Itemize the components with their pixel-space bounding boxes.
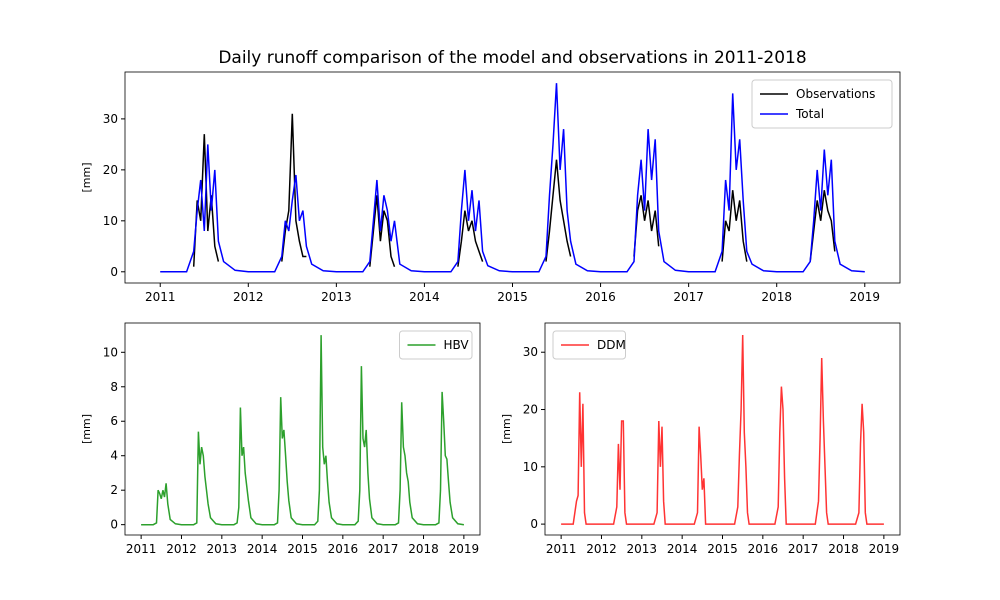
y-axis-label: [mm] — [500, 414, 513, 444]
x-tick-label: 2018 — [761, 290, 792, 304]
legend-label: Observations — [796, 87, 875, 101]
x-tick-label: 2012 — [166, 542, 197, 556]
x-tick-label: 2017 — [788, 542, 819, 556]
legend-label: DDM — [597, 338, 626, 352]
x-tick-label: 2017 — [368, 542, 399, 556]
y-tick-label: 20 — [103, 163, 118, 177]
x-tick-label: 2012 — [233, 290, 264, 304]
y-tick-label: 30 — [103, 112, 118, 126]
y-tick-label: 2 — [110, 483, 118, 497]
legend-box — [751, 79, 893, 129]
legend-box — [399, 330, 473, 360]
series-line — [633, 195, 660, 257]
series-line — [561, 334, 884, 525]
chart-title: Daily runoff comparison of the model and… — [218, 48, 806, 68]
x-tick-label: 2016 — [585, 290, 616, 304]
y-tick-label: 4 — [110, 449, 118, 463]
x-tick-label: 2013 — [321, 290, 352, 304]
x-tick-label: 2019 — [449, 542, 480, 556]
y-tick-label: 8 — [110, 380, 118, 394]
plot-frame — [124, 322, 481, 536]
y-tick-label: 20 — [523, 403, 538, 417]
x-tick-label: 2018 — [408, 542, 439, 556]
y-tick-label: 6 — [110, 414, 118, 428]
x-tick-label: 2011 — [145, 290, 176, 304]
x-tick-label: 2016 — [748, 542, 779, 556]
series-line — [545, 159, 572, 262]
x-tick-label: 2013 — [207, 542, 238, 556]
x-tick-label: 2014 — [667, 542, 698, 556]
series-line — [281, 113, 307, 262]
y-tick-label: 0 — [110, 518, 118, 532]
series-line — [369, 195, 396, 267]
x-tick-label: 2015 — [707, 542, 738, 556]
plot-frame — [544, 322, 901, 536]
y-axis-label: [mm] — [80, 162, 93, 192]
x-tick-label: 2015 — [287, 542, 318, 556]
x-tick-label: 2011 — [126, 542, 157, 556]
series-line — [457, 210, 484, 267]
x-tick-label: 2012 — [586, 542, 617, 556]
legend-label: HBV — [444, 338, 470, 352]
y-tick-label: 0 — [530, 517, 538, 531]
x-tick-label: 2019 — [869, 542, 900, 556]
y-tick-label: 10 — [103, 345, 118, 359]
plot-frame — [124, 71, 901, 284]
x-tick-label: 2014 — [247, 542, 278, 556]
y-tick-label: 0 — [110, 265, 118, 279]
y-tick-label: 30 — [523, 345, 538, 359]
x-tick-label: 2019 — [849, 290, 880, 304]
x-tick-label: 2015 — [497, 290, 528, 304]
y-axis-label: [mm] — [80, 414, 93, 444]
x-tick-label: 2018 — [828, 542, 859, 556]
x-tick-label: 2016 — [328, 542, 359, 556]
x-tick-label: 2014 — [409, 290, 440, 304]
x-tick-label: 2017 — [673, 290, 704, 304]
y-tick-label: 10 — [103, 214, 118, 228]
series-line — [809, 190, 836, 262]
legend-label: Total — [795, 107, 824, 121]
legend-box — [552, 330, 626, 360]
series-line — [141, 335, 465, 526]
series-line — [160, 83, 865, 273]
x-tick-label: 2013 — [627, 542, 658, 556]
series-line — [721, 190, 748, 262]
y-tick-label: 10 — [523, 460, 538, 474]
x-tick-label: 2011 — [546, 542, 577, 556]
